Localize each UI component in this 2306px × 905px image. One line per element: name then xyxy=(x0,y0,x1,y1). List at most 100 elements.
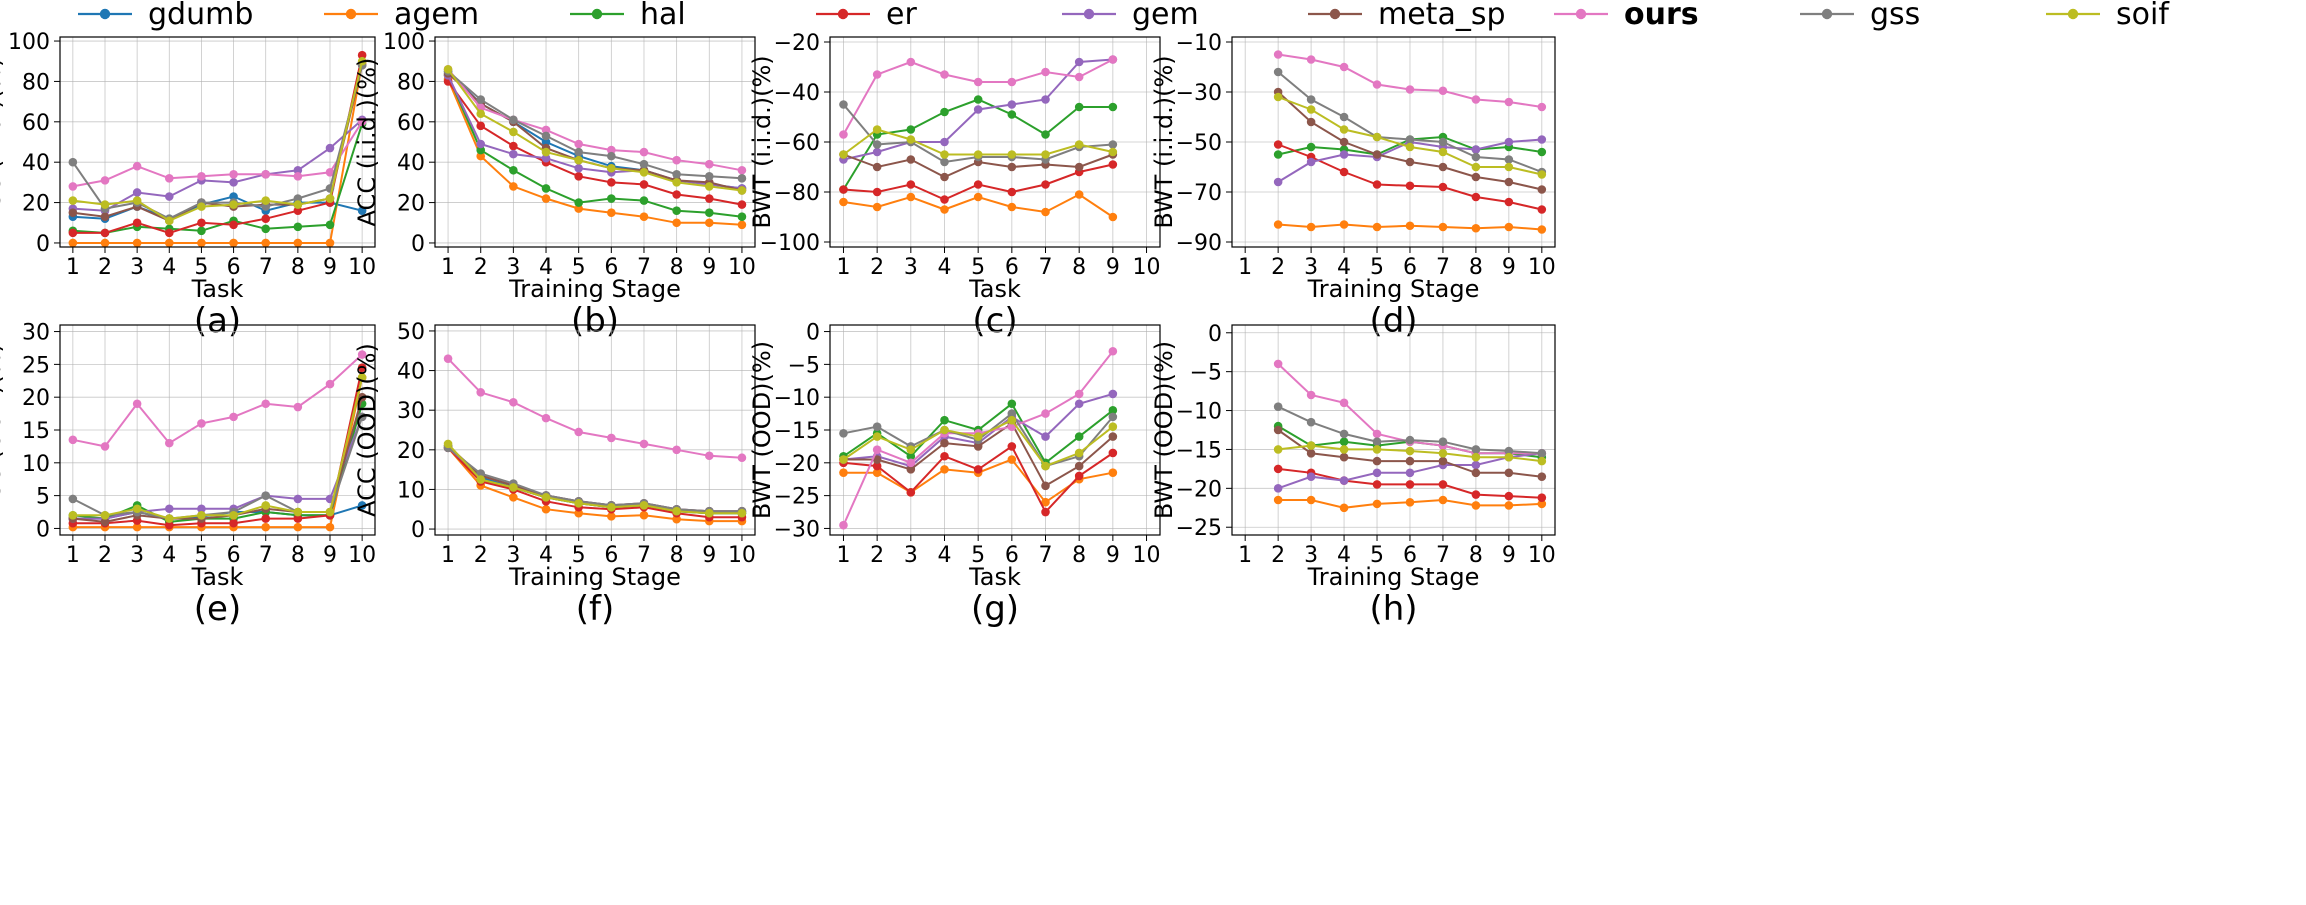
data-point-agem xyxy=(1339,503,1349,513)
legend-marker-gss xyxy=(1821,8,1833,20)
data-point-soif xyxy=(906,135,916,144)
data-point-soif xyxy=(1471,162,1481,172)
series-line-er xyxy=(447,447,742,519)
x-axis-label: Training Stage xyxy=(508,563,681,591)
legend-label-soif: soif xyxy=(2116,0,2170,32)
x-tick-label: 7 xyxy=(259,255,273,280)
x-axis-label: Task xyxy=(191,275,244,303)
data-point-agem xyxy=(906,192,916,202)
legend-label-gdumb: gdumb xyxy=(148,0,253,32)
data-point-gem xyxy=(1041,432,1050,441)
x-axis-label: Training Stage xyxy=(508,275,681,303)
data-point-gem xyxy=(1306,157,1316,167)
data-point-er xyxy=(1074,471,1084,481)
data-point-meta_sp xyxy=(1405,456,1415,466)
data-point-ours xyxy=(1438,86,1448,96)
data-point-ours xyxy=(839,520,848,530)
x-tick-label: 3 xyxy=(506,255,520,280)
y-tick-label: 0 xyxy=(1208,322,1222,347)
y-axis-label: BWT (OOD)(%) xyxy=(1150,341,1178,519)
x-tick-label: 3 xyxy=(506,543,520,568)
series-line-gem xyxy=(72,119,363,212)
data-point-agem xyxy=(839,468,848,477)
x-tick-label: 6 xyxy=(227,255,241,280)
y-tick-label: 25 xyxy=(22,353,50,378)
y-tick-label: 40 xyxy=(397,151,425,176)
data-point-soif xyxy=(293,200,303,209)
data-point-ours xyxy=(906,458,916,468)
data-point-hal xyxy=(1041,130,1050,139)
data-point-agem xyxy=(872,202,882,212)
data-point-soif xyxy=(704,182,714,191)
data-point-soif xyxy=(672,178,681,187)
plot-frame xyxy=(59,36,376,248)
y-tick-label: −15 xyxy=(1176,438,1222,463)
data-point-ours xyxy=(737,165,747,175)
data-point-gem xyxy=(1372,468,1382,478)
data-point-gss xyxy=(509,115,518,125)
data-point-gem xyxy=(574,163,583,173)
data-point-soif xyxy=(906,445,916,454)
y-tick-label: −25 xyxy=(1176,516,1222,541)
data-point-agem xyxy=(1108,212,1118,222)
data-point-soif xyxy=(1273,92,1283,102)
data-point-gdumb xyxy=(357,206,367,215)
data-point-meta_sp xyxy=(973,442,983,451)
data-point-hal xyxy=(1537,147,1547,157)
series-line-hal xyxy=(447,75,743,218)
data-point-er xyxy=(1372,480,1382,489)
data-point-soif xyxy=(164,216,174,226)
panel-caption: (c) xyxy=(972,301,1017,341)
data-point-agem xyxy=(607,512,616,521)
data-point-soif xyxy=(541,147,551,157)
data-point-gss xyxy=(1007,409,1017,418)
data-point-er xyxy=(872,187,882,197)
data-point-er xyxy=(164,228,174,238)
x-tick-label: 5 xyxy=(1370,543,1384,568)
data-point-agem xyxy=(737,220,747,230)
x-tick-label: 1 xyxy=(66,255,80,280)
y-tick-label: −60 xyxy=(774,131,820,156)
x-tick-label: 7 xyxy=(259,543,273,568)
data-point-ours xyxy=(704,451,714,461)
data-point-gss xyxy=(872,422,882,432)
data-point-agem xyxy=(261,522,271,532)
data-point-soif xyxy=(1405,446,1415,456)
x-tick-label: 7 xyxy=(1039,255,1053,280)
data-point-gss xyxy=(541,131,551,141)
y-tick-label: 40 xyxy=(22,151,50,176)
data-point-meta_sp xyxy=(1074,461,1084,471)
y-tick-label: 30 xyxy=(397,399,425,424)
data-point-gem xyxy=(293,494,303,504)
data-point-er xyxy=(509,141,518,151)
data-point-soif xyxy=(100,200,110,209)
data-point-soif xyxy=(1372,445,1382,454)
data-point-agem xyxy=(1504,501,1514,510)
data-point-ours xyxy=(1306,390,1316,400)
legend-entry-er: er xyxy=(816,0,917,32)
y-tick-label: 40 xyxy=(397,360,425,385)
data-point-ours xyxy=(672,155,681,165)
y-tick-label: 10 xyxy=(22,452,50,477)
data-point-gss xyxy=(1438,437,1448,446)
data-point-ours xyxy=(574,427,583,437)
x-tick-label: 6 xyxy=(1403,543,1417,568)
data-point-agem xyxy=(1041,497,1050,507)
data-point-ours xyxy=(1074,72,1084,82)
x-tick-label: 9 xyxy=(1106,543,1120,568)
data-point-er xyxy=(1405,181,1415,191)
y-axis-label: BWT (i.i.d.)(%) xyxy=(748,55,776,228)
data-point-gem xyxy=(1273,177,1283,187)
data-point-gem xyxy=(164,504,174,514)
data-point-agem xyxy=(100,238,110,248)
data-point-er xyxy=(906,180,916,189)
data-point-soif xyxy=(509,127,518,137)
data-point-gem xyxy=(1471,145,1481,154)
y-axis-label: ACC (i.i.d.)(%) xyxy=(0,58,6,227)
data-point-agem xyxy=(293,238,303,248)
data-point-ours xyxy=(1306,55,1316,64)
data-point-ours xyxy=(839,130,848,139)
data-point-agem xyxy=(325,522,335,532)
